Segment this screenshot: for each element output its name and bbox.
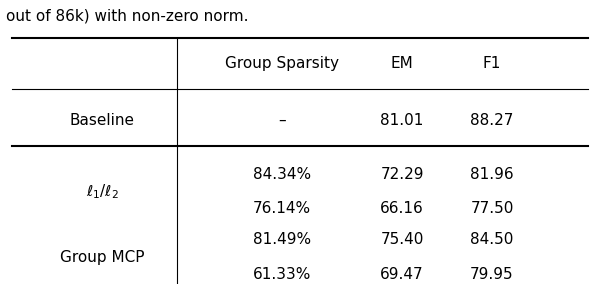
Text: 84.34%: 84.34% bbox=[253, 167, 311, 182]
Text: 69.47: 69.47 bbox=[380, 267, 424, 281]
Text: $\ell_1/\ell_2$: $\ell_1/\ell_2$ bbox=[86, 182, 118, 201]
Text: 77.50: 77.50 bbox=[470, 201, 514, 216]
Text: EM: EM bbox=[391, 57, 413, 71]
Text: out of 86k) with non-zero norm.: out of 86k) with non-zero norm. bbox=[6, 9, 248, 24]
Text: 66.16: 66.16 bbox=[380, 201, 424, 216]
Text: 61.33%: 61.33% bbox=[253, 267, 311, 281]
Text: 84.50: 84.50 bbox=[470, 233, 514, 247]
Text: Group Sparsity: Group Sparsity bbox=[225, 57, 339, 71]
Text: 79.95: 79.95 bbox=[470, 267, 514, 281]
Text: F1: F1 bbox=[483, 57, 501, 71]
Text: Group MCP: Group MCP bbox=[60, 250, 144, 264]
Text: 81.01: 81.01 bbox=[380, 113, 424, 128]
Text: Baseline: Baseline bbox=[70, 113, 134, 128]
Text: 76.14%: 76.14% bbox=[253, 201, 311, 216]
Text: 81.49%: 81.49% bbox=[253, 233, 311, 247]
Text: 72.29: 72.29 bbox=[380, 167, 424, 182]
Text: –: – bbox=[278, 113, 286, 128]
Text: 81.96: 81.96 bbox=[470, 167, 514, 182]
Text: 88.27: 88.27 bbox=[470, 113, 514, 128]
Text: 75.40: 75.40 bbox=[380, 233, 424, 247]
